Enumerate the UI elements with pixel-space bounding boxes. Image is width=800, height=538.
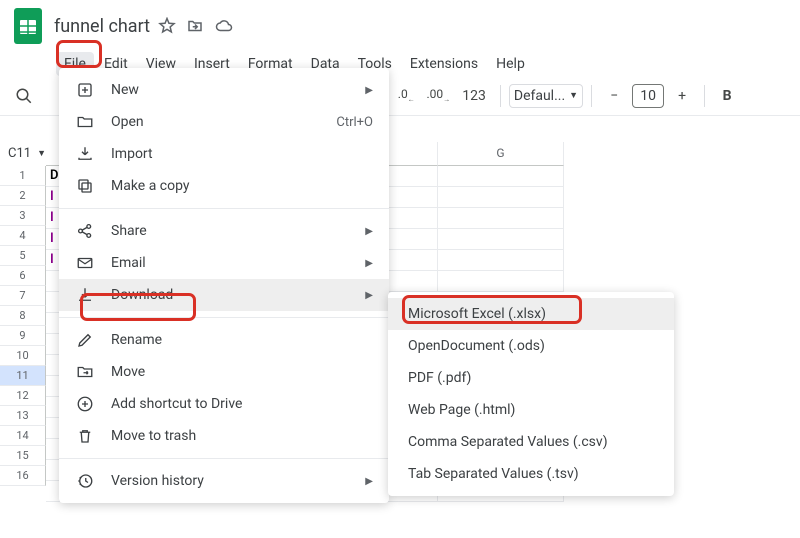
file-menu-move-to-trash[interactable]: Move to trash [59,420,389,452]
row-header[interactable]: 15 [0,446,46,466]
font-size-increase[interactable]: + [668,82,696,110]
file-menu-dropdown: New▶OpenCtrl+OImportMake a copy Share▶Ema… [59,68,389,503]
font-family-select[interactable]: Defaul... ▼ [509,84,583,108]
import-icon [75,144,95,164]
file-menu-email[interactable]: Email▶ [59,247,389,279]
col-header[interactable]: G [438,142,564,166]
history-icon [75,471,95,491]
row-header[interactable]: 5 [0,246,46,266]
download-tab[interactable]: Tab Separated Values (.tsv) [388,458,674,490]
chevron-right-icon: ▶ [365,226,373,237]
row-headers: 12345678910111213141516 [0,166,46,502]
title-bar: funnel chart [0,0,800,52]
star-icon[interactable] [158,17,176,35]
row-header[interactable]: 7 [0,286,46,306]
doc-title[interactable]: funnel chart [54,16,150,37]
mail-icon [75,253,95,273]
row-header[interactable]: 2 [0,186,46,206]
menu-extensions[interactable]: Extensions [402,52,486,76]
file-menu-move[interactable]: Move [59,356,389,388]
more-formats[interactable]: 123 [456,88,492,104]
file-menu-download[interactable]: Download▶ [59,279,389,311]
plus-box-icon [75,80,95,100]
font-size-input[interactable]: 10 [632,84,664,108]
download-pdf[interactable]: PDF (.pdf) [388,362,674,394]
trash-icon [75,426,95,446]
chevron-right-icon: ▶ [365,85,373,96]
row-header[interactable]: 3 [0,206,46,226]
bold-button[interactable]: B [713,82,741,110]
file-menu-add-shortcut-to-drive[interactable]: Add shortcut to Drive [59,388,389,420]
row-header[interactable]: 14 [0,426,46,446]
chevron-right-icon: ▶ [365,476,373,487]
file-menu-make-a-copy[interactable]: Make a copy [59,170,389,202]
file-menu-rename[interactable]: Rename [59,324,389,356]
share-icon [75,221,95,241]
folder-icon [75,112,95,132]
download-comma[interactable]: Comma Separated Values (.csv) [388,426,674,458]
chevron-right-icon: ▶ [365,290,373,301]
increase-decimal[interactable]: .00→ [424,82,452,110]
file-menu-import[interactable]: Import [59,138,389,170]
font-size-decrease[interactable]: − [600,82,628,110]
file-menu-version-history[interactable]: Version history▶ [59,465,389,497]
download-microsoft[interactable]: Microsoft Excel (.xlsx) [388,298,674,330]
download-submenu: Microsoft Excel (.xlsx)OpenDocument (.od… [388,292,674,496]
pencil-icon [75,330,95,350]
download-web[interactable]: Web Page (.html) [388,394,674,426]
menu-help[interactable]: Help [488,52,533,76]
row-header[interactable]: 9 [0,326,46,346]
drive-add-icon [75,394,95,414]
row-header[interactable]: 11 [0,366,46,386]
row-header[interactable]: 4 [0,226,46,246]
download-icon [75,285,95,305]
row-header[interactable]: 12 [0,386,46,406]
move-icon[interactable] [186,17,204,35]
name-box[interactable]: C11 ▼ [8,142,56,164]
sheets-logo[interactable] [12,6,44,46]
cloud-icon[interactable] [214,17,234,35]
row-header[interactable]: 16 [0,466,46,486]
chevron-right-icon: ▶ [365,258,373,269]
copy-icon [75,176,95,196]
row-header[interactable]: 10 [0,346,46,366]
decrease-decimal[interactable]: .0← [392,82,420,110]
row-header[interactable]: 8 [0,306,46,326]
row-header[interactable]: 1 [0,166,46,186]
file-menu-new[interactable]: New▶ [59,74,389,106]
row-header[interactable]: 6 [0,266,46,286]
folder-move-icon [75,362,95,382]
file-menu-share[interactable]: Share▶ [59,215,389,247]
file-menu-open[interactable]: OpenCtrl+O [59,106,389,138]
search-icon[interactable] [10,82,38,110]
row-header[interactable]: 13 [0,406,46,426]
download-opendocument[interactable]: OpenDocument (.ods) [388,330,674,362]
